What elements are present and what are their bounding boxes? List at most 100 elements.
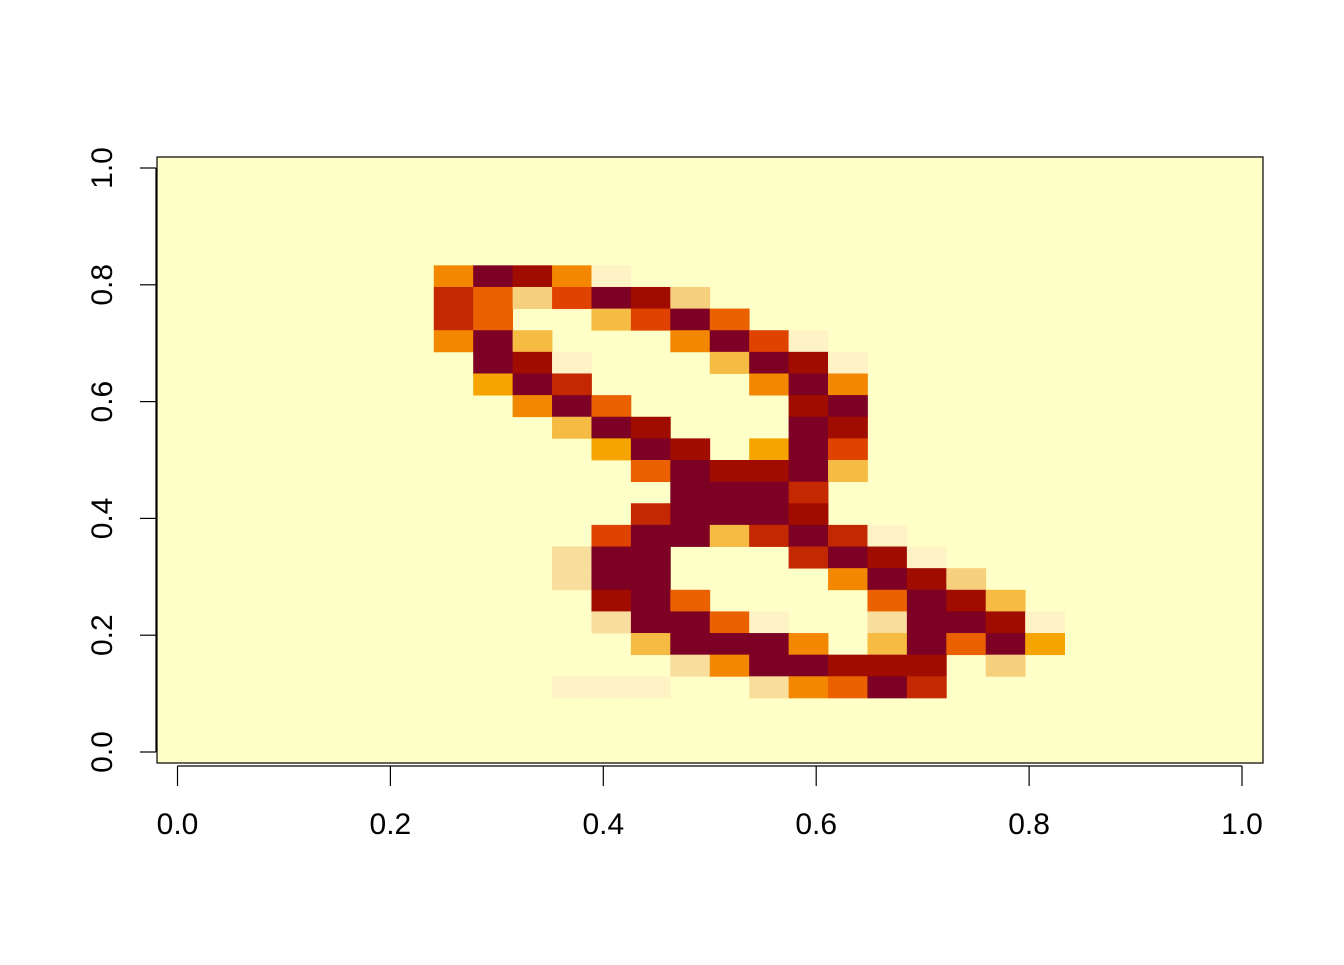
heatmap-cell (946, 633, 987, 656)
heatmap-cell (552, 351, 592, 374)
y-tick-label: 0.6 (86, 381, 119, 423)
heatmap-cell (828, 351, 868, 374)
heatmap-cell (709, 481, 750, 504)
heatmap-cell (630, 633, 671, 656)
heatmap-cell (788, 633, 829, 656)
heatmap-cell (985, 654, 1026, 677)
heatmap-cell (906, 676, 947, 699)
heatmap-cell (473, 286, 514, 309)
heatmap-cell (709, 654, 750, 677)
heatmap-cell (828, 460, 868, 483)
heatmap-cell (788, 438, 829, 461)
heatmap-cell (630, 438, 671, 461)
heatmap-cell (946, 589, 987, 612)
heatmap-cell (867, 589, 908, 612)
heatmap-cell (788, 373, 829, 396)
heatmap-cell (788, 546, 829, 569)
heatmap-cell (749, 633, 790, 656)
heatmap-cell (670, 330, 711, 353)
heatmap-cell (749, 654, 790, 677)
heatmap-cell (985, 633, 1026, 656)
y-tick-label: 0.8 (86, 264, 119, 306)
heatmap-cell (788, 460, 829, 483)
heatmap-cell (906, 568, 947, 591)
heatmap-cell (749, 481, 790, 504)
heatmap-cell (473, 373, 514, 396)
heatmap-cell (473, 265, 514, 288)
heatmap-cell (552, 286, 592, 309)
heatmap-cell (630, 676, 671, 699)
heatmap-cell (867, 633, 908, 656)
heatmap-cell (709, 330, 750, 353)
heatmap-cell (552, 265, 592, 288)
heatmap-cell (630, 503, 671, 526)
heatmap-cell (552, 568, 592, 591)
heatmap-cell (709, 633, 750, 656)
heatmap-cell (591, 676, 632, 699)
heatmap-cell (946, 611, 987, 634)
y-tick-label: 0.0 (86, 731, 119, 773)
heatmap-cell (630, 568, 671, 591)
x-tick-label: 0.2 (370, 808, 412, 841)
heatmap-cell (749, 373, 790, 396)
heatmap-cell (985, 589, 1026, 612)
heatmap-cell (749, 676, 790, 699)
heatmap-cell (512, 330, 553, 353)
heatmap-cell (670, 308, 711, 331)
heatmap-cell (591, 611, 632, 634)
heatmap-cell (433, 286, 474, 309)
heatmap-cell (552, 546, 592, 569)
heatmap-cell (670, 524, 711, 547)
heatmap-cell (946, 568, 987, 591)
y-axis: 0.0 0.2 0.4 0.6 0.8 1.0 (86, 147, 157, 773)
heatmap-cell (828, 373, 868, 396)
heatmap-cell (828, 438, 868, 461)
heatmap-cell (591, 265, 632, 288)
heatmap-cell (749, 330, 790, 353)
heatmap-cell (788, 416, 829, 439)
heatmap-cell (670, 611, 711, 634)
heatmap-cell (749, 503, 790, 526)
y-tick-label: 0.2 (86, 614, 119, 656)
heatmap-cell (552, 373, 592, 396)
heatmap-cells (433, 265, 1065, 699)
heatmap-cell (670, 633, 711, 656)
heatmap-cell (512, 286, 553, 309)
heatmap-cell (552, 395, 592, 418)
heatmap-cell (670, 460, 711, 483)
heatmap-cell (709, 611, 750, 634)
x-tick-label: 0.4 (582, 808, 624, 841)
heatmap-cell (591, 308, 632, 331)
y-tick-label: 1.0 (86, 147, 119, 189)
heatmap-cell (630, 611, 671, 634)
heatmap-cell (867, 611, 908, 634)
heatmap-cell (433, 330, 474, 353)
heatmap-cell (906, 654, 947, 677)
heatmap-cell (828, 654, 868, 677)
heatmap-cell (828, 546, 868, 569)
heatmap-cell (630, 524, 671, 547)
heatmap-cell (670, 654, 711, 677)
heatmap-cell (828, 524, 868, 547)
heatmap-cell (828, 568, 868, 591)
heatmap-cell (670, 286, 711, 309)
heatmap-cell (630, 546, 671, 569)
heatmap-cell (906, 611, 947, 634)
heatmap-cell (749, 460, 790, 483)
heatmap-cell (828, 676, 868, 699)
heatmap-cell (630, 589, 671, 612)
heatmap-cell (788, 351, 829, 374)
x-axis: 0.0 0.2 0.4 0.6 0.8 1.0 (157, 765, 1263, 841)
heatmap-cell (788, 654, 829, 677)
heatmap-cell (591, 438, 632, 461)
heatmap-cell (985, 611, 1026, 634)
heatmap-cell (433, 265, 474, 288)
heatmap-cell (433, 308, 474, 331)
heatmap-cell (670, 438, 711, 461)
x-tick-label: 0.0 (157, 808, 199, 841)
heatmap-cell (788, 481, 829, 504)
heatmap-cell (828, 416, 868, 439)
heatmap-cell (552, 676, 592, 699)
